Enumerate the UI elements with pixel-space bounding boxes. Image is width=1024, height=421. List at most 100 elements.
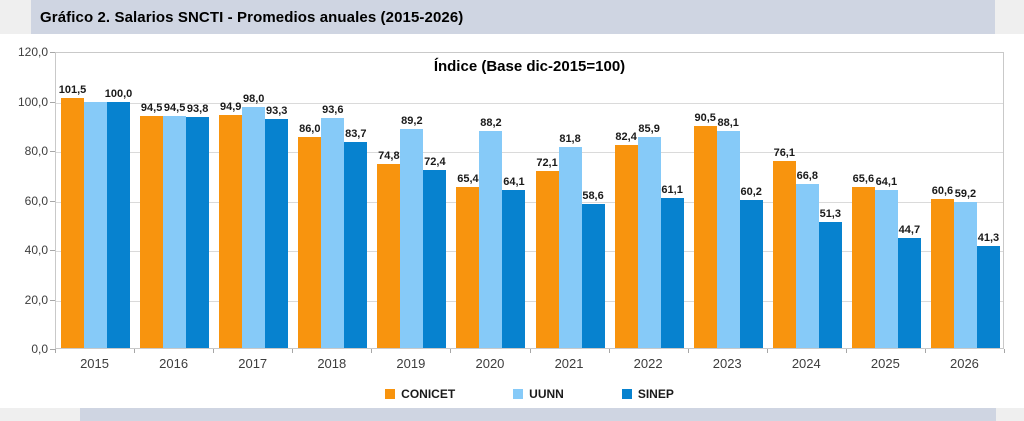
bar-value-label: 83,7 <box>345 128 367 141</box>
y-axis-tick <box>50 101 55 103</box>
bar-value-label: 93,6 <box>322 103 344 116</box>
x-axis-category-label: 2024 <box>791 356 821 371</box>
bar-value-label: 72,4 <box>424 156 446 169</box>
bar-value-label: 76,1 <box>773 146 795 159</box>
sinep-bar-2021: 58,6 <box>581 190 605 348</box>
gridline <box>56 300 1003 302</box>
x-axis-category-label: 2023 <box>712 356 742 371</box>
page-footer-gray <box>0 408 80 421</box>
bar-value-label: 93,8 <box>186 103 209 116</box>
bar-value-label: 93,3 <box>265 104 288 117</box>
bar-value-label: 81,8 <box>559 132 581 145</box>
x-axis-category-label: 2018 <box>317 356 347 371</box>
bar-group-2020: 65,4 88,2 64,1 <box>451 53 530 348</box>
bar-group-2019: 74,8 89,2 72,4 <box>372 53 451 348</box>
bar-group-2023: 90,5 88,1 60,2 <box>689 53 768 348</box>
plot-area: 101,5 100,0 94,5 94,5 93,8 94,9 98,0 93,3 86,0 93… <box>55 52 1004 349</box>
conicet-bar-2017: 94,9 <box>219 101 243 348</box>
y-axis-tick <box>50 299 55 301</box>
page-corner-gray <box>0 0 31 34</box>
uunn-bar-2023: 88,1 <box>716 117 740 348</box>
x-axis-tick <box>55 349 56 353</box>
page-footer-gray <box>996 408 1024 421</box>
page-corner-gray <box>995 0 1024 34</box>
bar-value-label: 94,5 <box>140 101 163 114</box>
legend-swatch-icon <box>621 389 632 399</box>
gridline <box>56 152 1003 153</box>
legend-item-sinep: SINEP <box>621 387 674 401</box>
conicet-bar-2022: 82,4 <box>614 131 638 348</box>
y-axis-tick-label: 20,0 <box>24 292 48 307</box>
bar-value-label: 94,9 <box>219 100 242 113</box>
uunn-bar-2020: 88,2 <box>479 117 503 348</box>
page-footer-band <box>80 408 996 421</box>
uunn-bar-2019: 89,2 <box>400 115 424 348</box>
conicet-bar-2018: 86,0 <box>298 123 322 348</box>
bar-value-label: 60,6 <box>931 185 954 198</box>
uunn-bar-2025: 64,1 <box>874 176 898 348</box>
sinep-bar-2019: 72,4 <box>423 156 447 348</box>
x-axis-tick <box>450 349 452 353</box>
bar-group-2021: 72,1 81,8 58,6 <box>531 53 610 348</box>
bar-value-label: 59,2 <box>954 188 977 201</box>
legend: CONICET UUNN SINEP <box>55 387 1004 401</box>
gridline <box>56 251 1003 252</box>
sinep-bar-2020: 64,1 <box>502 176 526 348</box>
gridline <box>56 201 1003 203</box>
uunn-bar-2016: 94,5 <box>163 102 187 348</box>
y-axis-tick-label: 100,0 <box>17 94 48 109</box>
x-axis-tick <box>608 349 610 353</box>
bar-value-label: 51,3 <box>819 207 841 220</box>
x-axis-category-label: 2022 <box>633 356 663 371</box>
bar-group-2016: 94,5 94,5 93,8 <box>135 53 214 348</box>
bar-value-label: 85,9 <box>638 122 660 135</box>
conicet-bar-2016: 94,5 <box>140 102 164 348</box>
bar-group-2022: 82,4 85,9 61,1 <box>610 53 689 348</box>
y-axis-tick <box>50 151 55 152</box>
uunn-bar-2015 <box>84 102 108 348</box>
x-axis-tick <box>845 349 847 353</box>
bar-value-label: 72,1 <box>536 156 558 169</box>
uunn-bar-2017: 98,0 <box>242 93 266 348</box>
bar-value-label: 41,3 <box>977 232 1000 245</box>
uunn-bar-2022: 85,9 <box>637 123 661 348</box>
bar-value-label: 101,5 <box>58 84 87 97</box>
bar-value-label: 64,1 <box>875 176 898 189</box>
bar-value-label: 88,1 <box>717 117 739 130</box>
x-axis-tick <box>1004 349 1005 353</box>
x-axis-category-label: 2025 <box>870 356 900 371</box>
y-axis-tick <box>50 349 55 350</box>
sinep-bar-2023: 60,2 <box>739 186 763 348</box>
chart-title-band: Gráfico 2. Salarios SNCTI - Promedios an… <box>31 0 995 34</box>
x-axis-category-label: 2020 <box>475 356 505 371</box>
sinep-bar-2016: 93,8 <box>186 103 210 348</box>
x-axis-tick <box>371 349 373 353</box>
legend-item-uunn: UUNN <box>513 387 564 401</box>
bar-value-label: 89,2 <box>401 114 423 127</box>
conicet-bar-2025: 65,6 <box>851 173 875 348</box>
x-axis-tick <box>529 349 531 353</box>
y-axis-tick-label: 120,0 <box>17 45 48 59</box>
y-axis-tick <box>50 52 55 53</box>
bar-value-label: 86,0 <box>299 122 321 135</box>
conicet-bar-2020: 65,4 <box>456 173 480 348</box>
bar-group-2017: 94,9 98,0 93,3 <box>214 53 293 348</box>
x-axis-tick <box>213 349 215 353</box>
sinep-bar-2017: 93,3 <box>265 105 289 348</box>
bar-group-2024: 76,1 66,8 51,3 <box>768 53 847 348</box>
legend-swatch-icon <box>513 389 524 399</box>
y-axis-tick-label: 40,0 <box>24 243 48 257</box>
legend-item-conicet: CONICET <box>385 387 455 401</box>
bar-value-label: 74,8 <box>378 150 400 163</box>
x-axis-category-label: 2015 <box>80 356 109 371</box>
sinep-bar-2026: 41,3 <box>976 232 1000 348</box>
x-axis-category-label: 2019 <box>396 356 426 371</box>
bar-group-2018: 86,0 93,6 83,7 <box>293 53 372 348</box>
bar-value-label: 61,1 <box>661 183 683 196</box>
conicet-bar-2021: 72,1 <box>535 157 559 348</box>
bar-value-label: 58,6 <box>582 189 604 202</box>
sinep-bar-2025: 44,7 <box>897 224 921 348</box>
bar-group-2015: 101,5 100,0 <box>56 53 135 348</box>
y-axis-tick-label: 60,0 <box>24 193 48 208</box>
x-axis-tick <box>924 349 926 353</box>
